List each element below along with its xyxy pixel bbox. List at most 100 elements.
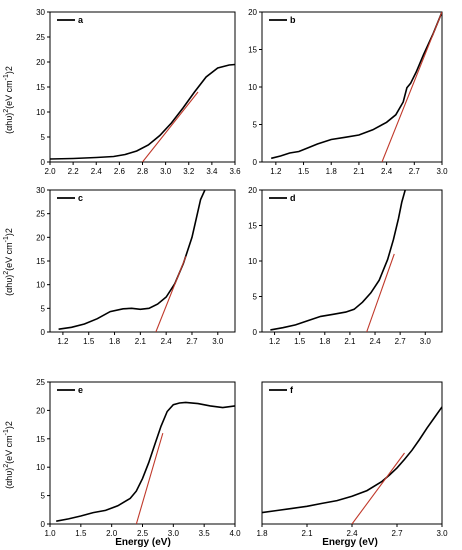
x-tick-label: 2.5 (137, 529, 149, 538)
y-tick-label: 0 (253, 158, 258, 167)
x-tick-label: 1.0 (44, 529, 56, 538)
legend-label: c (78, 193, 83, 203)
legend-label: f (290, 385, 294, 395)
panel-b: 1.2 1.5 1.8 2.1 2.4 2.7 3.0 0 5 10 15 20 b (248, 8, 448, 176)
x-tick-label: 3.0 (160, 167, 172, 176)
x-tick-label: 1.5 (294, 337, 306, 346)
x-tick-label: 2.8 (137, 167, 149, 176)
x-tick-label: 3.6 (229, 167, 241, 176)
x-tick-label: 1.8 (256, 529, 268, 538)
legend-e: e (57, 385, 83, 395)
y-tick-label: 20 (36, 58, 45, 67)
x-tick-label: 3.0 (420, 337, 432, 346)
x-tick-label: 1.5 (75, 529, 87, 538)
x-tick-label: 1.2 (270, 167, 282, 176)
fit-line-f (351, 452, 405, 524)
y-tick-label: 5 (41, 133, 46, 142)
y-tick-label: 0 (41, 520, 46, 529)
x-tick-label: 2.0 (106, 529, 118, 538)
data-line-a (50, 63, 235, 160)
x-tick-label: 3.0 (436, 167, 448, 176)
x-tick-label: 1.8 (326, 167, 338, 176)
y-tick-label: 5 (41, 492, 46, 501)
panel-c: 1.2 1.5 1.8 2.1 2.4 2.7 3.0 0 5 10 15 20 25 30 c (36, 186, 236, 346)
y-axis-title-row2: (αhυ)2(eV cm-1)2 (3, 228, 14, 296)
fit-line-a (142, 91, 199, 162)
legend-label: b (290, 15, 296, 25)
x-tick-label: 2.4 (91, 167, 103, 176)
x-tick-label: 2.7 (409, 167, 421, 176)
x-tick-label: 1.8 (319, 337, 331, 346)
y-tick-label: 20 (36, 406, 45, 415)
plot-frame (49, 11, 236, 163)
x-tick-label: 3.0 (436, 529, 448, 538)
x-tick-label: 2.4 (381, 167, 393, 176)
y-tick-label: 5 (253, 293, 258, 302)
x-tick-label: 3.0 (212, 337, 224, 346)
fit-line-c (155, 256, 187, 332)
x-tick-label: 2.1 (135, 337, 147, 346)
y-tick-label: 10 (36, 281, 45, 290)
y-axis-title-row1: (αhυ)2(eV cm-1)2 (3, 66, 14, 134)
x-tick-label: 1.5 (83, 337, 95, 346)
x-tick-label: 2.6 (114, 167, 126, 176)
y-tick-label: 0 (41, 158, 46, 167)
x-tick-label: 2.4 (369, 337, 381, 346)
x-tick-label: 2.4 (161, 337, 173, 346)
x-tick-label: 2.7 (395, 337, 407, 346)
data-line-d (270, 190, 406, 331)
x-axis-title-left: Energy (eV) (115, 537, 171, 548)
panel-a: 2.0 2.2 2.4 2.6 2.8 3.0 3.2 3.4 3.6 0 5 10 15 20 25 30 a (36, 8, 241, 176)
y-tick-label: 10 (36, 108, 45, 117)
x-tick-label: 3.5 (199, 529, 211, 538)
data-line-f (262, 406, 442, 514)
y-tick-label: 0 (253, 328, 258, 337)
x-tick-label: 4.0 (229, 529, 241, 538)
y-tick-label: 20 (248, 186, 257, 195)
y-tick-label: 15 (248, 222, 257, 231)
legend-label: e (78, 385, 83, 395)
x-tick-label: 2.7 (391, 529, 403, 538)
x-tick-label: 1.5 (298, 167, 310, 176)
legend-label: d (290, 193, 296, 203)
x-tick-label: 3.0 (168, 529, 180, 538)
legend-f: f (269, 385, 294, 395)
y-tick-label: 30 (36, 186, 45, 195)
legend-a: a (57, 15, 84, 25)
legend-c: c (57, 193, 83, 203)
x-axis-title-right: Energy (eV) (322, 537, 378, 548)
fit-line-b (381, 12, 442, 162)
x-tick-label: 2.4 (346, 529, 358, 538)
fit-line-e (135, 432, 164, 524)
x-tick-label: 2.2 (68, 167, 80, 176)
y-tick-label: 10 (36, 463, 45, 472)
legend-b: b (269, 15, 296, 25)
y-tick-label: 15 (248, 46, 257, 55)
x-tick-label: 1.8 (109, 337, 121, 346)
panel-e: 1.0 1.5 2.0 2.5 3.0 3.5 4.0 0 5 10 15 20 25 e (36, 378, 241, 538)
y-tick-label: 20 (36, 233, 45, 242)
y-tick-label: 5 (41, 304, 46, 313)
y-tick-label: 30 (36, 8, 45, 17)
plot-frame (261, 11, 443, 163)
y-tick-label: 15 (36, 435, 45, 444)
legend-label: a (78, 15, 84, 25)
y-tick-label: 10 (248, 83, 257, 92)
y-tick-label: 25 (36, 210, 45, 219)
y-tick-label: 20 (248, 8, 257, 17)
panels: 2.0 2.2 2.4 2.6 2.8 3.0 3.2 3.4 3.6 0 5 10 15 20 25 30 a… (36, 8, 448, 538)
legend-d: d (269, 193, 296, 203)
plot-frame (261, 381, 443, 525)
fit-line-d (366, 253, 395, 332)
data-line-e (56, 401, 235, 522)
x-tick-label: 3.4 (206, 167, 218, 176)
x-tick-label: 2.1 (301, 529, 313, 538)
x-tick-label: 3.2 (183, 167, 195, 176)
x-tick-label: 2.7 (186, 337, 198, 346)
panel-f: 1.8 2.1 2.4 2.7 3.0 f (256, 381, 448, 538)
x-tick-label: 1.2 (269, 337, 281, 346)
y-tick-label: 0 (41, 328, 46, 337)
y-tick-label: 25 (36, 33, 45, 42)
y-tick-label: 15 (36, 83, 45, 92)
